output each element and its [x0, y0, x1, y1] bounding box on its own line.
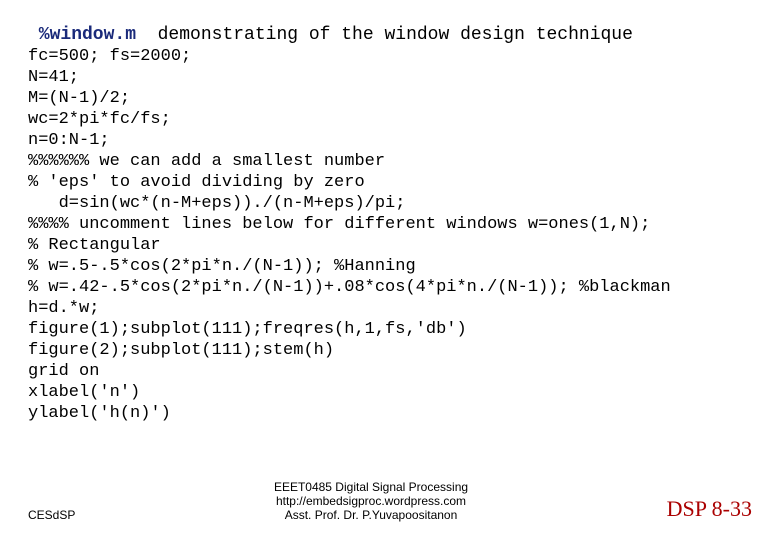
code-line: % 'eps' to avoid dividing by zero [28, 172, 752, 193]
footer-author: Asst. Prof. Dr. P.Yuvapoositanon [274, 508, 468, 522]
code-line: %%%% uncomment lines below for different… [28, 214, 752, 235]
code-line: % w=.42-.5*cos(2*pi*n./(N-1))+.08*cos(4*… [28, 277, 752, 298]
footer-page-number: DSP 8-33 [667, 496, 752, 522]
title-description: demonstrating of the window design techn… [147, 25, 633, 45]
footer: CESdSP EEET0485 Digital Signal Processin… [0, 480, 780, 522]
code-line: fc=500; fs=2000; [28, 46, 752, 67]
footer-center: EEET0485 Digital Signal Processing http:… [274, 480, 468, 522]
slide-content: %window.m demonstrating of the window de… [0, 0, 780, 424]
code-line: % w=.5-.5*cos(2*pi*n./(N-1)); %Hanning [28, 256, 752, 277]
code-line: d=sin(wc*(n-M+eps))./(n-M+eps)/pi; [28, 193, 752, 214]
code-line: M=(N-1)/2; [28, 88, 752, 109]
code-line: figure(2);subplot(111);stem(h) [28, 340, 752, 361]
code-line: figure(1);subplot(111);freqres(h,1,fs,'d… [28, 319, 752, 340]
title-line: %window.m demonstrating of the window de… [28, 24, 752, 46]
code-line: wc=2*pi*fc/fs; [28, 109, 752, 130]
footer-course: EEET0485 Digital Signal Processing [274, 480, 468, 494]
code-line: % Rectangular [28, 235, 752, 256]
code-line: N=41; [28, 67, 752, 88]
code-line: xlabel('n') [28, 382, 752, 403]
code-line: h=d.*w; [28, 298, 752, 319]
code-line: ylabel('h(n)') [28, 403, 752, 424]
title-filename: %window.m [28, 25, 147, 45]
code-line: %%%%%% we can add a smallest number [28, 151, 752, 172]
footer-left: CESdSP [28, 508, 75, 522]
code-line: grid on [28, 361, 752, 382]
footer-url: http://embedsigproc.wordpress.com [274, 494, 468, 508]
code-line: n=0:N-1; [28, 130, 752, 151]
